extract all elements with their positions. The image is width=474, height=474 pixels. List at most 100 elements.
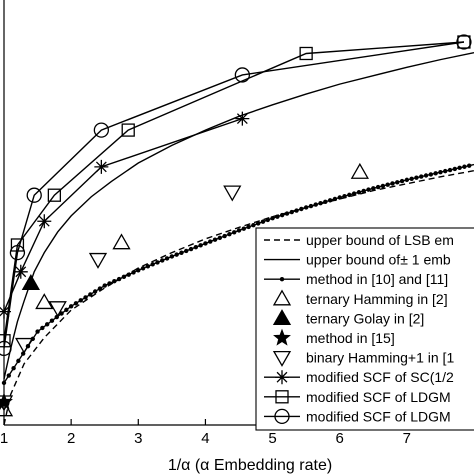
data-point: [284, 211, 290, 216]
data-point: [193, 244, 199, 250]
legend-label: modified SCF of SC(1/2: [306, 369, 454, 385]
data-point: [140, 266, 146, 271]
data-point: [198, 243, 203, 248]
data-point: [97, 286, 103, 291]
data-point: [222, 233, 227, 239]
data-point: [160, 258, 165, 263]
legend-label: upper bound of± 1 emb: [306, 252, 451, 268]
data-point: [395, 180, 400, 185]
legend-marker: [274, 408, 290, 425]
data-point: [223, 185, 242, 202]
data-point: [44, 322, 50, 327]
data-point: [88, 292, 93, 297]
data-point: [294, 208, 299, 213]
series-8: [0, 35, 471, 348]
series-7: [0, 111, 250, 319]
data-point: [351, 191, 357, 196]
data-point: [121, 274, 127, 280]
series-line: [3, 41, 464, 341]
data-point: [456, 34, 472, 50]
legend-entry: upper bound of± 1 emb: [264, 252, 451, 268]
data-point: [59, 311, 64, 316]
data-point: [260, 219, 266, 224]
data-point: [47, 188, 62, 202]
data-point: [93, 122, 110, 138]
data-point: [251, 222, 256, 228]
data-point: [443, 168, 448, 174]
data-point: [121, 123, 135, 137]
data-point: [275, 214, 280, 219]
data-point: [467, 163, 472, 168]
data-point: [35, 329, 40, 334]
legend-entry: modified SCF of SC(1/2: [264, 369, 454, 385]
legend-entry: ternary Hamming in [2]: [272, 289, 448, 307]
data-point: [433, 171, 438, 176]
data-point: [40, 325, 45, 331]
plot-area: [0, 34, 474, 426]
data-point: [37, 214, 52, 229]
x-axis-label: 1/α (α Embedding rate): [168, 457, 332, 474]
data-point: [342, 193, 347, 199]
series-4: [21, 273, 40, 290]
legend-entry: binary Hamming+1 in [1: [272, 350, 454, 367]
data-point: [457, 35, 471, 49]
legend-label: upper bound of LSB em: [306, 232, 454, 248]
legend-marker: [272, 309, 292, 326]
data-point: [49, 318, 55, 323]
data-point: [327, 198, 333, 203]
data-point: [299, 46, 313, 61]
legend-label: modified SCF of LDGM: [306, 389, 451, 405]
legend: upper bound of LSB em upper bound of± 1 e…: [255, 227, 474, 431]
data-point: [462, 164, 467, 169]
data-point: [78, 298, 83, 303]
data-point: [414, 175, 419, 180]
data-point: [289, 209, 294, 215]
legend-marker: [279, 277, 285, 282]
legend-entry: method in [15]: [273, 328, 395, 346]
legend-marker: [272, 289, 292, 306]
data-point: [452, 166, 458, 172]
data-point: [9, 244, 26, 261]
data-point: [217, 235, 223, 241]
data-point: [337, 195, 342, 200]
data-point: [13, 264, 28, 279]
data-point: [409, 176, 414, 181]
data-point: [390, 181, 395, 186]
data-point: [208, 239, 213, 244]
legend-marker: [273, 328, 291, 346]
x-tick-label: 6: [336, 430, 344, 447]
data-point: [73, 301, 79, 306]
data-point: [234, 67, 251, 83]
data-point: [203, 241, 208, 246]
data-point: [419, 174, 424, 179]
data-point: [308, 203, 314, 209]
x-tick-label: 3: [134, 430, 142, 447]
x-tick-label: 1: [0, 430, 8, 447]
data-point: [15, 337, 34, 354]
data-point: [131, 270, 136, 275]
data-point: [126, 272, 131, 277]
data-point: [323, 199, 328, 204]
data-point: [68, 304, 74, 309]
data-point: [236, 228, 242, 233]
legend-marker: [275, 390, 289, 404]
series-line: [3, 170, 474, 426]
data-point: [11, 366, 16, 371]
series-0: [3, 170, 474, 426]
data-point: [112, 233, 131, 250]
data-point: [375, 184, 381, 190]
legend-label: binary Hamming+1 in [1: [306, 350, 454, 366]
legend-label: method in [15]: [306, 330, 395, 346]
legend-marker: [272, 350, 292, 367]
x-tick-label: 7: [403, 430, 411, 447]
legend-marker: [275, 370, 289, 385]
legend-label: ternary Golay in [2]: [306, 310, 424, 326]
legend-label: ternary Hamming in [2]: [306, 291, 448, 307]
x-tick-label: 4: [201, 430, 209, 447]
data-point: [169, 254, 175, 259]
data-point: [179, 250, 184, 255]
data-point: [116, 276, 122, 282]
data-point: [246, 224, 251, 230]
data-point: [279, 212, 285, 218]
